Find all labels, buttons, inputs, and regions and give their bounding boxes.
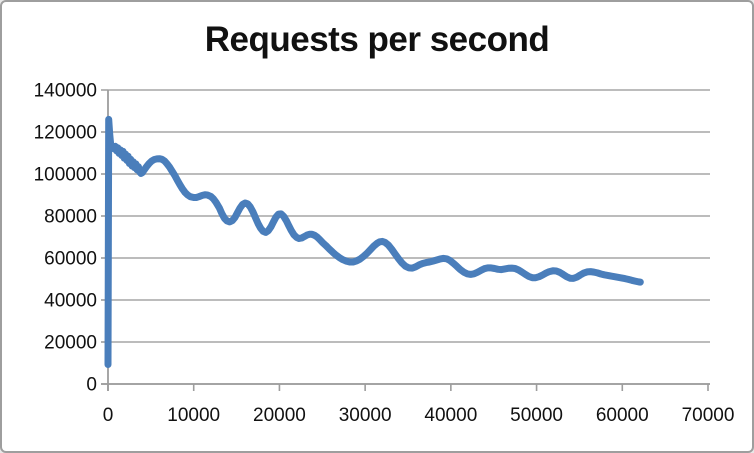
x-tick-label: 0 bbox=[103, 405, 114, 426]
y-tick-label: 100000 bbox=[34, 165, 97, 186]
x-tick-label: 40000 bbox=[424, 405, 477, 426]
x-tick-label: 20000 bbox=[253, 405, 306, 426]
x-tick-label: 60000 bbox=[596, 405, 649, 426]
y-tick-label: 60000 bbox=[44, 249, 97, 270]
x-tick-label: 70000 bbox=[682, 405, 735, 426]
x-tick-label: 30000 bbox=[339, 405, 392, 426]
y-tick-label: 0 bbox=[86, 375, 97, 396]
y-tick-label: 140000 bbox=[34, 81, 97, 102]
y-tick-label: 120000 bbox=[34, 123, 97, 144]
y-tick-label: 20000 bbox=[44, 333, 97, 354]
x-tick-label: 10000 bbox=[167, 405, 220, 426]
y-tick-label: 80000 bbox=[44, 207, 97, 228]
y-tick-label: 40000 bbox=[44, 291, 97, 312]
x-tick-label: 50000 bbox=[510, 405, 563, 426]
chart-title: Requests per second bbox=[204, 20, 550, 59]
data-series-line bbox=[104, 115, 644, 368]
